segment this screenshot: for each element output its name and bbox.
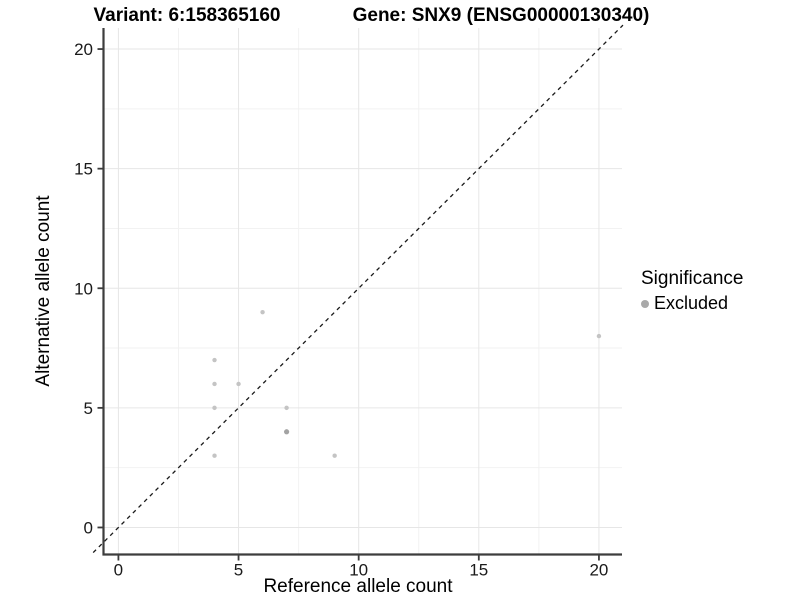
legend-item-label: Excluded <box>654 293 729 313</box>
data-point <box>212 357 217 363</box>
data-point <box>212 453 217 458</box>
legend-title: Significance <box>641 268 744 289</box>
data-point <box>332 453 337 458</box>
data-point <box>212 405 217 411</box>
svg-text:10: 10 <box>74 279 93 298</box>
y-tick-labels: 0 5 10 15 20 <box>74 40 93 537</box>
data-point <box>283 429 290 435</box>
x-tick-labels: 0 5 10 15 20 <box>114 561 609 580</box>
data-point <box>596 333 602 339</box>
variant-title: Variant: 6:158365160 <box>93 5 281 26</box>
identity-line <box>92 24 624 554</box>
legend: Significance Excluded <box>641 268 743 314</box>
grid-major <box>104 28 622 555</box>
svg-text:15: 15 <box>469 561 488 580</box>
gene-title: Gene: SNX9 (ENSG00000130340) <box>352 5 650 26</box>
legend-item-excluded: Excluded <box>641 293 743 314</box>
svg-text:5: 5 <box>234 561 243 580</box>
data-points <box>212 309 602 458</box>
svg-text:20: 20 <box>589 561 608 580</box>
y-axis-title: Alternative allele count <box>33 195 54 387</box>
data-point <box>236 381 241 387</box>
svg-text:0: 0 <box>84 518 93 537</box>
data-point <box>284 405 289 411</box>
x-axis-title: Reference allele count <box>263 576 453 597</box>
svg-text:0: 0 <box>114 561 123 580</box>
grid-minor <box>104 28 622 555</box>
data-point <box>212 381 217 387</box>
excluded-point-icon <box>641 299 649 308</box>
svg-text:10: 10 <box>349 561 368 580</box>
svg-text:5: 5 <box>84 399 93 418</box>
axis-lines <box>102 28 622 556</box>
svg-text:15: 15 <box>74 160 93 179</box>
tick-marks <box>97 48 600 561</box>
data-point <box>260 309 265 315</box>
svg-text:20: 20 <box>74 40 93 59</box>
